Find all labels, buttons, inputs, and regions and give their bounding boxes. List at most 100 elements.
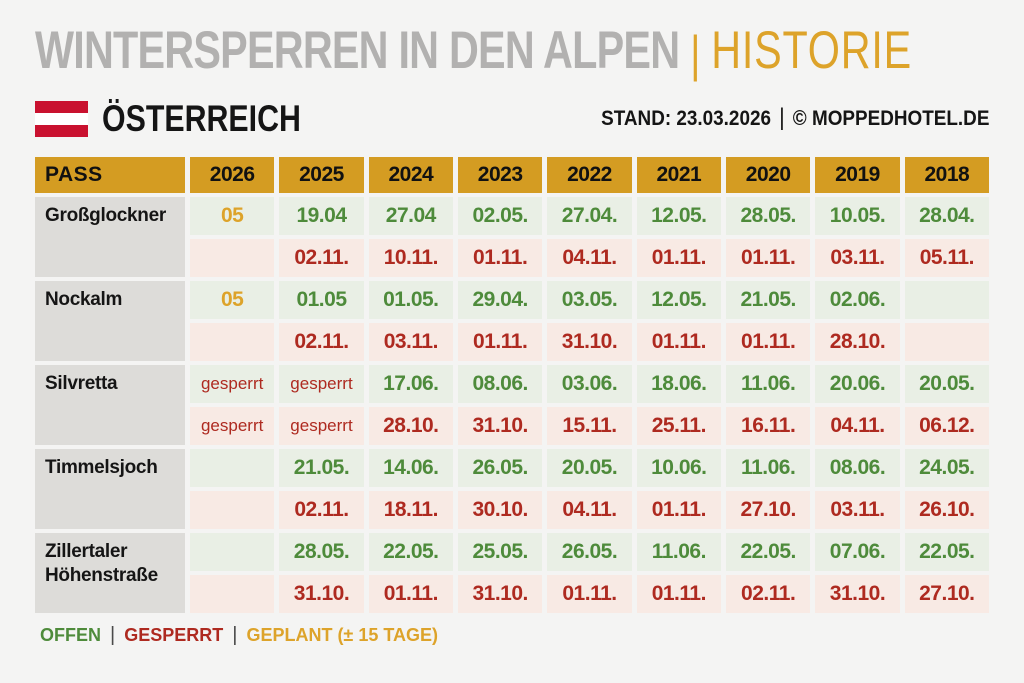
- close-date-cell: gesperrt: [279, 407, 364, 445]
- column-header-year: 2021: [636, 157, 721, 193]
- open-date-cell: 12.05.: [636, 281, 721, 319]
- close-date-cell: 27.10.: [904, 575, 989, 613]
- open-date-cell: 24.05.: [904, 449, 989, 487]
- pass-name-cell: Silvretta: [35, 365, 185, 445]
- legend: OFFEN | GESPERRT | GEPLANT (± 15 TAGE): [35, 624, 989, 647]
- open-date-cell: 05: [190, 197, 275, 235]
- open-date-cell: 11.06.: [636, 533, 721, 571]
- open-date-cell: 08.06.: [458, 365, 543, 403]
- column-header-year: 2025: [279, 157, 364, 193]
- open-date-cell: 27.04: [368, 197, 453, 235]
- close-date-cell: 01.11.: [636, 239, 721, 277]
- close-date-cell: [904, 323, 989, 361]
- close-date-cell: 01.11.: [458, 239, 543, 277]
- subheader: ÖSTERREICH STAND: 23.03.2026 | © MOPPEDH…: [35, 98, 989, 139]
- legend-separator: |: [110, 624, 116, 646]
- open-date-cell: 21.05.: [726, 281, 811, 319]
- close-date-cell: 03.11.: [815, 239, 900, 277]
- title-separator: |: [690, 25, 701, 82]
- close-date-cell: 02.11.: [279, 491, 364, 529]
- close-date-cell: 01.11.: [636, 491, 721, 529]
- page-title: WINTERSPERREN IN DEN ALPEN | HISTORIE: [35, 20, 989, 82]
- column-header-pass: PASS: [35, 157, 185, 193]
- open-date-cell: 22.05.: [368, 533, 453, 571]
- open-date-cell: 14.06.: [368, 449, 453, 487]
- flag-stripe-red-top: [35, 100, 88, 113]
- close-date-cell: 31.10.: [279, 575, 364, 613]
- title-history-text: HISTORIE: [711, 21, 912, 80]
- open-date-cell: [190, 449, 275, 487]
- stand-date: STAND: 23.03.2026: [600, 107, 771, 130]
- close-date-cell: 25.11.: [636, 407, 721, 445]
- open-date-cell: 20.05.: [547, 449, 632, 487]
- close-date-cell: 31.10.: [458, 575, 543, 613]
- column-header-year: 2018: [904, 157, 989, 193]
- close-date-cell: 28.10.: [815, 323, 900, 361]
- pass-name-cell: Zillertaler Höhenstraße: [35, 533, 185, 613]
- close-date-cell: 30.10.: [458, 491, 543, 529]
- flag-stripe-red-bottom: [35, 125, 88, 138]
- open-date-cell: 21.05.: [279, 449, 364, 487]
- open-date-cell: 25.05.: [458, 533, 543, 571]
- austria-flag-icon: [35, 100, 88, 138]
- country-name: ÖSTERREICH: [102, 98, 301, 139]
- open-date-cell: 10.06.: [636, 449, 721, 487]
- open-date-cell: 01.05: [279, 281, 364, 319]
- open-date-cell: 28.04.: [904, 197, 989, 235]
- column-header-year: 2023: [458, 157, 543, 193]
- open-date-cell: 26.05.: [458, 449, 543, 487]
- open-date-cell: 05: [190, 281, 275, 319]
- close-date-cell: 27.10.: [726, 491, 811, 529]
- open-date-cell: 27.04.: [547, 197, 632, 235]
- pass-name-cell: Timmelsjoch: [35, 449, 185, 529]
- open-date-cell: gesperrt: [279, 365, 364, 403]
- close-date-cell: 26.10.: [904, 491, 989, 529]
- close-date-cell: 10.11.: [368, 239, 453, 277]
- open-date-cell: 10.05.: [815, 197, 900, 235]
- close-date-cell: 01.11.: [726, 239, 811, 277]
- close-date-cell: 03.11.: [815, 491, 900, 529]
- copyright-text: © MOPPEDHOTEL.DE: [792, 107, 989, 130]
- legend-closed-label: GESPERRT: [124, 625, 224, 645]
- open-date-cell: 28.05.: [279, 533, 364, 571]
- close-date-cell: 01.11.: [368, 575, 453, 613]
- close-date-cell: 28.10.: [368, 407, 453, 445]
- close-date-cell: 05.11.: [904, 239, 989, 277]
- close-date-cell: 31.10.: [458, 407, 543, 445]
- close-date-cell: 04.11.: [815, 407, 900, 445]
- open-date-cell: 18.06.: [636, 365, 721, 403]
- close-date-cell: 02.11.: [279, 323, 364, 361]
- close-date-cell: 15.11.: [547, 407, 632, 445]
- close-date-cell: gesperrt: [190, 407, 275, 445]
- open-date-cell: 26.05.: [547, 533, 632, 571]
- close-date-cell: 01.11.: [547, 575, 632, 613]
- legend-planned-label: GEPLANT (± 15 TAGE): [246, 625, 438, 645]
- open-date-cell: 17.06.: [368, 365, 453, 403]
- open-date-cell: 29.04.: [458, 281, 543, 319]
- close-date-cell: 01.11.: [458, 323, 543, 361]
- close-date-cell: 01.11.: [726, 323, 811, 361]
- open-date-cell: 19.04: [279, 197, 364, 235]
- column-header-year: 2022: [547, 157, 632, 193]
- open-date-cell: [190, 533, 275, 571]
- close-date-cell: 04.11.: [547, 239, 632, 277]
- close-date-cell: 02.11.: [726, 575, 811, 613]
- legend-separator: |: [232, 624, 238, 646]
- pass-name-cell: Nockalm: [35, 281, 185, 361]
- open-date-cell: 08.06.: [815, 449, 900, 487]
- close-date-cell: [190, 575, 275, 613]
- column-header-year: 2019: [815, 157, 900, 193]
- page-title-inner: WINTERSPERREN IN DEN ALPEN | HISTORIE: [35, 20, 912, 82]
- close-date-cell: 03.11.: [368, 323, 453, 361]
- column-header-year: 2024: [368, 157, 453, 193]
- close-date-cell: [190, 491, 275, 529]
- close-date-cell: 31.10.: [815, 575, 900, 613]
- winter-table: PASS 2026 2025 2024 2023 2022 2021 2020 2019 2018…: [35, 157, 989, 613]
- close-date-cell: 04.11.: [547, 491, 632, 529]
- column-header-year: 2026: [190, 157, 275, 193]
- close-date-cell: 01.11.: [636, 575, 721, 613]
- open-date-cell: [904, 281, 989, 319]
- close-date-cell: [190, 239, 275, 277]
- open-date-cell: 22.05.: [726, 533, 811, 571]
- open-date-cell: 07.06.: [815, 533, 900, 571]
